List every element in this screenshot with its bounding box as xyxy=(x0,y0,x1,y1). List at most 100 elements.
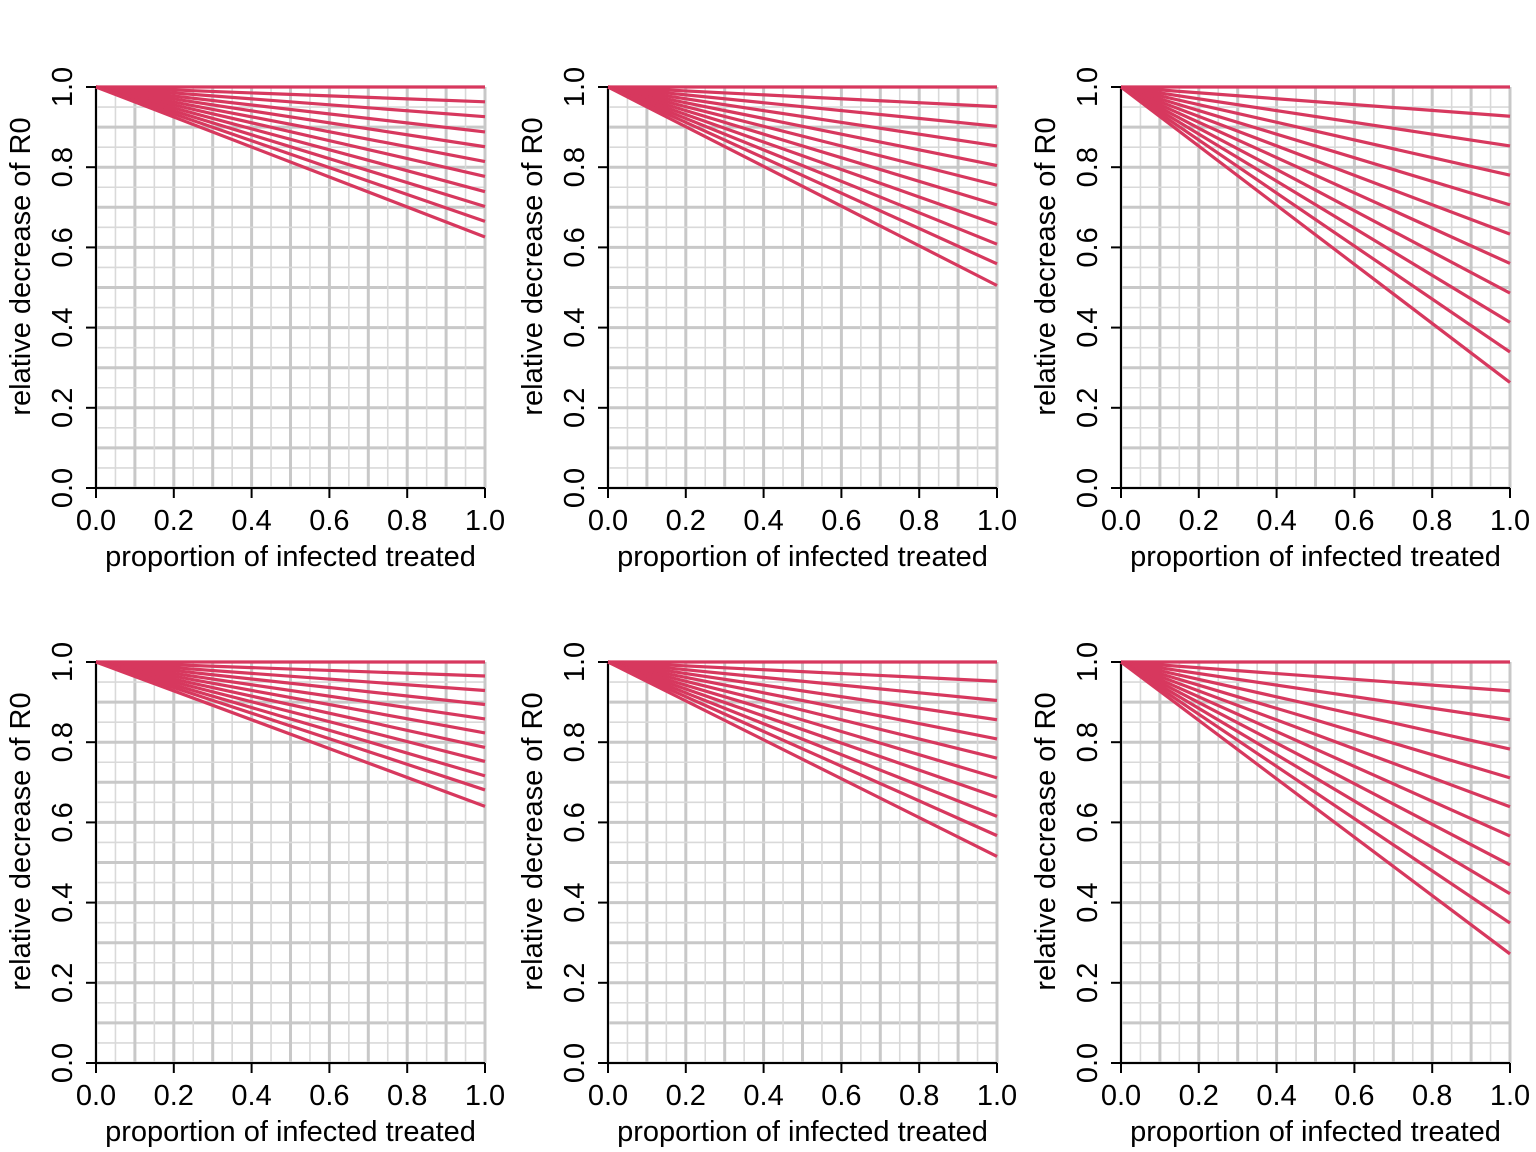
y-tick-label: 1.0 xyxy=(1072,67,1104,107)
chart-panel-3: 0.0 0.2 0.4 0.6 0.8 1.0 0.0 0.2 0.4 0.6 0.8 1.0 prop… xyxy=(1030,67,1530,573)
series-line xyxy=(1120,660,1511,751)
x-tick-label: 1.0 xyxy=(1490,1080,1530,1112)
y-tick-label: 0.4 xyxy=(47,307,79,347)
x-tick-label: 1.0 xyxy=(465,505,505,537)
series-line xyxy=(1120,85,1511,118)
y-tick-label: 0.8 xyxy=(47,147,79,187)
y-axis-label: relative decrease of R0 xyxy=(1030,117,1062,415)
series-line xyxy=(95,660,486,778)
y-tick-label: 0.6 xyxy=(559,227,591,267)
series-line xyxy=(1120,85,1511,148)
series-line xyxy=(607,660,998,858)
series-group xyxy=(1120,85,1511,384)
series-group xyxy=(95,85,486,239)
series-line xyxy=(1120,660,1511,780)
grid xyxy=(606,660,999,1065)
series-line xyxy=(1120,660,1511,896)
y-tick-label: 0.0 xyxy=(47,468,79,508)
series-line xyxy=(607,85,998,148)
y-tick-label: 0.8 xyxy=(47,722,79,762)
series-line xyxy=(607,85,998,246)
series-line xyxy=(607,85,998,287)
series-line xyxy=(95,85,486,119)
y-tick-label: 0.4 xyxy=(47,882,79,922)
y-tick-label: 0.4 xyxy=(1072,882,1104,922)
x-tick-label: 0.4 xyxy=(1256,505,1296,537)
series-line xyxy=(95,85,486,239)
x-tick-label: 0.4 xyxy=(1256,1080,1296,1112)
y-tick-label: 0.4 xyxy=(559,882,591,922)
series-line xyxy=(95,660,486,792)
y-tick-label: 0.6 xyxy=(47,227,79,267)
grid xyxy=(1119,85,1512,490)
series-line xyxy=(1120,85,1511,295)
x-tick-label: 0.4 xyxy=(231,1080,271,1112)
x-tick-label: 0.2 xyxy=(1179,505,1219,537)
x-axis-label: proportion of infected treated xyxy=(105,1116,476,1148)
series-line xyxy=(1120,85,1511,177)
x-tick-label: 0.8 xyxy=(387,505,427,537)
series-line xyxy=(1120,85,1511,236)
x-tick-label: 1.0 xyxy=(977,1080,1017,1112)
y-tick-label: 0.4 xyxy=(1072,307,1104,347)
x-tick-label: 0.8 xyxy=(899,1080,939,1112)
series-line xyxy=(95,85,486,178)
x-tick-label: 0.4 xyxy=(743,505,783,537)
y-tick-label: 0.2 xyxy=(1072,388,1104,428)
x-tick-label: 0.2 xyxy=(666,1080,706,1112)
series-line xyxy=(607,660,998,818)
x-tick-label: 0.6 xyxy=(821,1080,861,1112)
series-line xyxy=(1120,85,1511,384)
x-axis-label: proportion of infected treated xyxy=(617,541,988,573)
series-line xyxy=(95,85,486,164)
y-tick-label: 0.0 xyxy=(559,468,591,508)
y-tick-label: 0.2 xyxy=(47,388,79,428)
y-tick-label: 0.6 xyxy=(559,802,591,842)
x-tick-label: 0.2 xyxy=(154,505,194,537)
y-axis-label: relative decrease of R0 xyxy=(1030,692,1062,990)
x-tick-label: 0.0 xyxy=(588,505,628,537)
series-line xyxy=(607,85,998,187)
series-line xyxy=(607,85,998,266)
chart-panel-1: 0.0 0.2 0.4 0.6 0.8 1.0 0.0 0.2 0.4 0.6 0.8 1.0 prop… xyxy=(5,67,505,573)
y-tick-label: 0.6 xyxy=(47,802,79,842)
series-line xyxy=(95,660,486,735)
x-tick-label: 0.0 xyxy=(588,1080,628,1112)
x-tick-label: 1.0 xyxy=(1490,505,1530,537)
x-tick-label: 0.2 xyxy=(1179,1080,1219,1112)
x-tick-label: 0.8 xyxy=(1412,505,1452,537)
series-line xyxy=(95,660,486,749)
chart-panel-2: 0.0 0.2 0.4 0.6 0.8 1.0 0.0 0.2 0.4 0.6 0.8 1.0 prop… xyxy=(517,67,1017,573)
grid xyxy=(606,85,999,490)
x-axis-label: proportion of infected treated xyxy=(105,541,476,573)
y-tick-label: 0.6 xyxy=(1072,227,1104,267)
series-line xyxy=(1120,660,1511,867)
series-line xyxy=(1120,85,1511,354)
series-line xyxy=(607,85,998,128)
chart-panel-4: 0.0 0.2 0.4 0.6 0.8 1.0 0.0 0.2 0.4 0.6 0.8 1.0 prop… xyxy=(5,642,505,1148)
y-tick-label: 1.0 xyxy=(1072,642,1104,682)
x-tick-label: 0.0 xyxy=(1101,505,1141,537)
series-line xyxy=(1120,660,1511,722)
series-line xyxy=(95,660,486,693)
y-tick-label: 1.0 xyxy=(559,642,591,682)
y-tick-label: 1.0 xyxy=(47,67,79,107)
series-line xyxy=(607,660,998,780)
x-tick-label: 0.6 xyxy=(1334,505,1374,537)
x-axis-label: proportion of infected treated xyxy=(1130,1116,1501,1148)
series-line xyxy=(95,85,486,209)
y-tick-label: 0.0 xyxy=(1072,468,1104,508)
series-line xyxy=(1120,660,1511,925)
x-tick-label: 0.6 xyxy=(309,505,349,537)
x-tick-label: 0.4 xyxy=(231,505,271,537)
series-line xyxy=(607,85,998,168)
grid xyxy=(1119,660,1512,1065)
y-axis-label: relative decrease of R0 xyxy=(517,692,549,990)
series-line xyxy=(95,660,486,707)
series-line xyxy=(1120,85,1511,207)
y-tick-label: 1.0 xyxy=(559,67,591,107)
x-tick-label: 0.6 xyxy=(309,1080,349,1112)
x-axis-label: proportion of infected treated xyxy=(617,1116,988,1148)
series-line xyxy=(95,85,486,223)
y-tick-label: 0.2 xyxy=(559,388,591,428)
